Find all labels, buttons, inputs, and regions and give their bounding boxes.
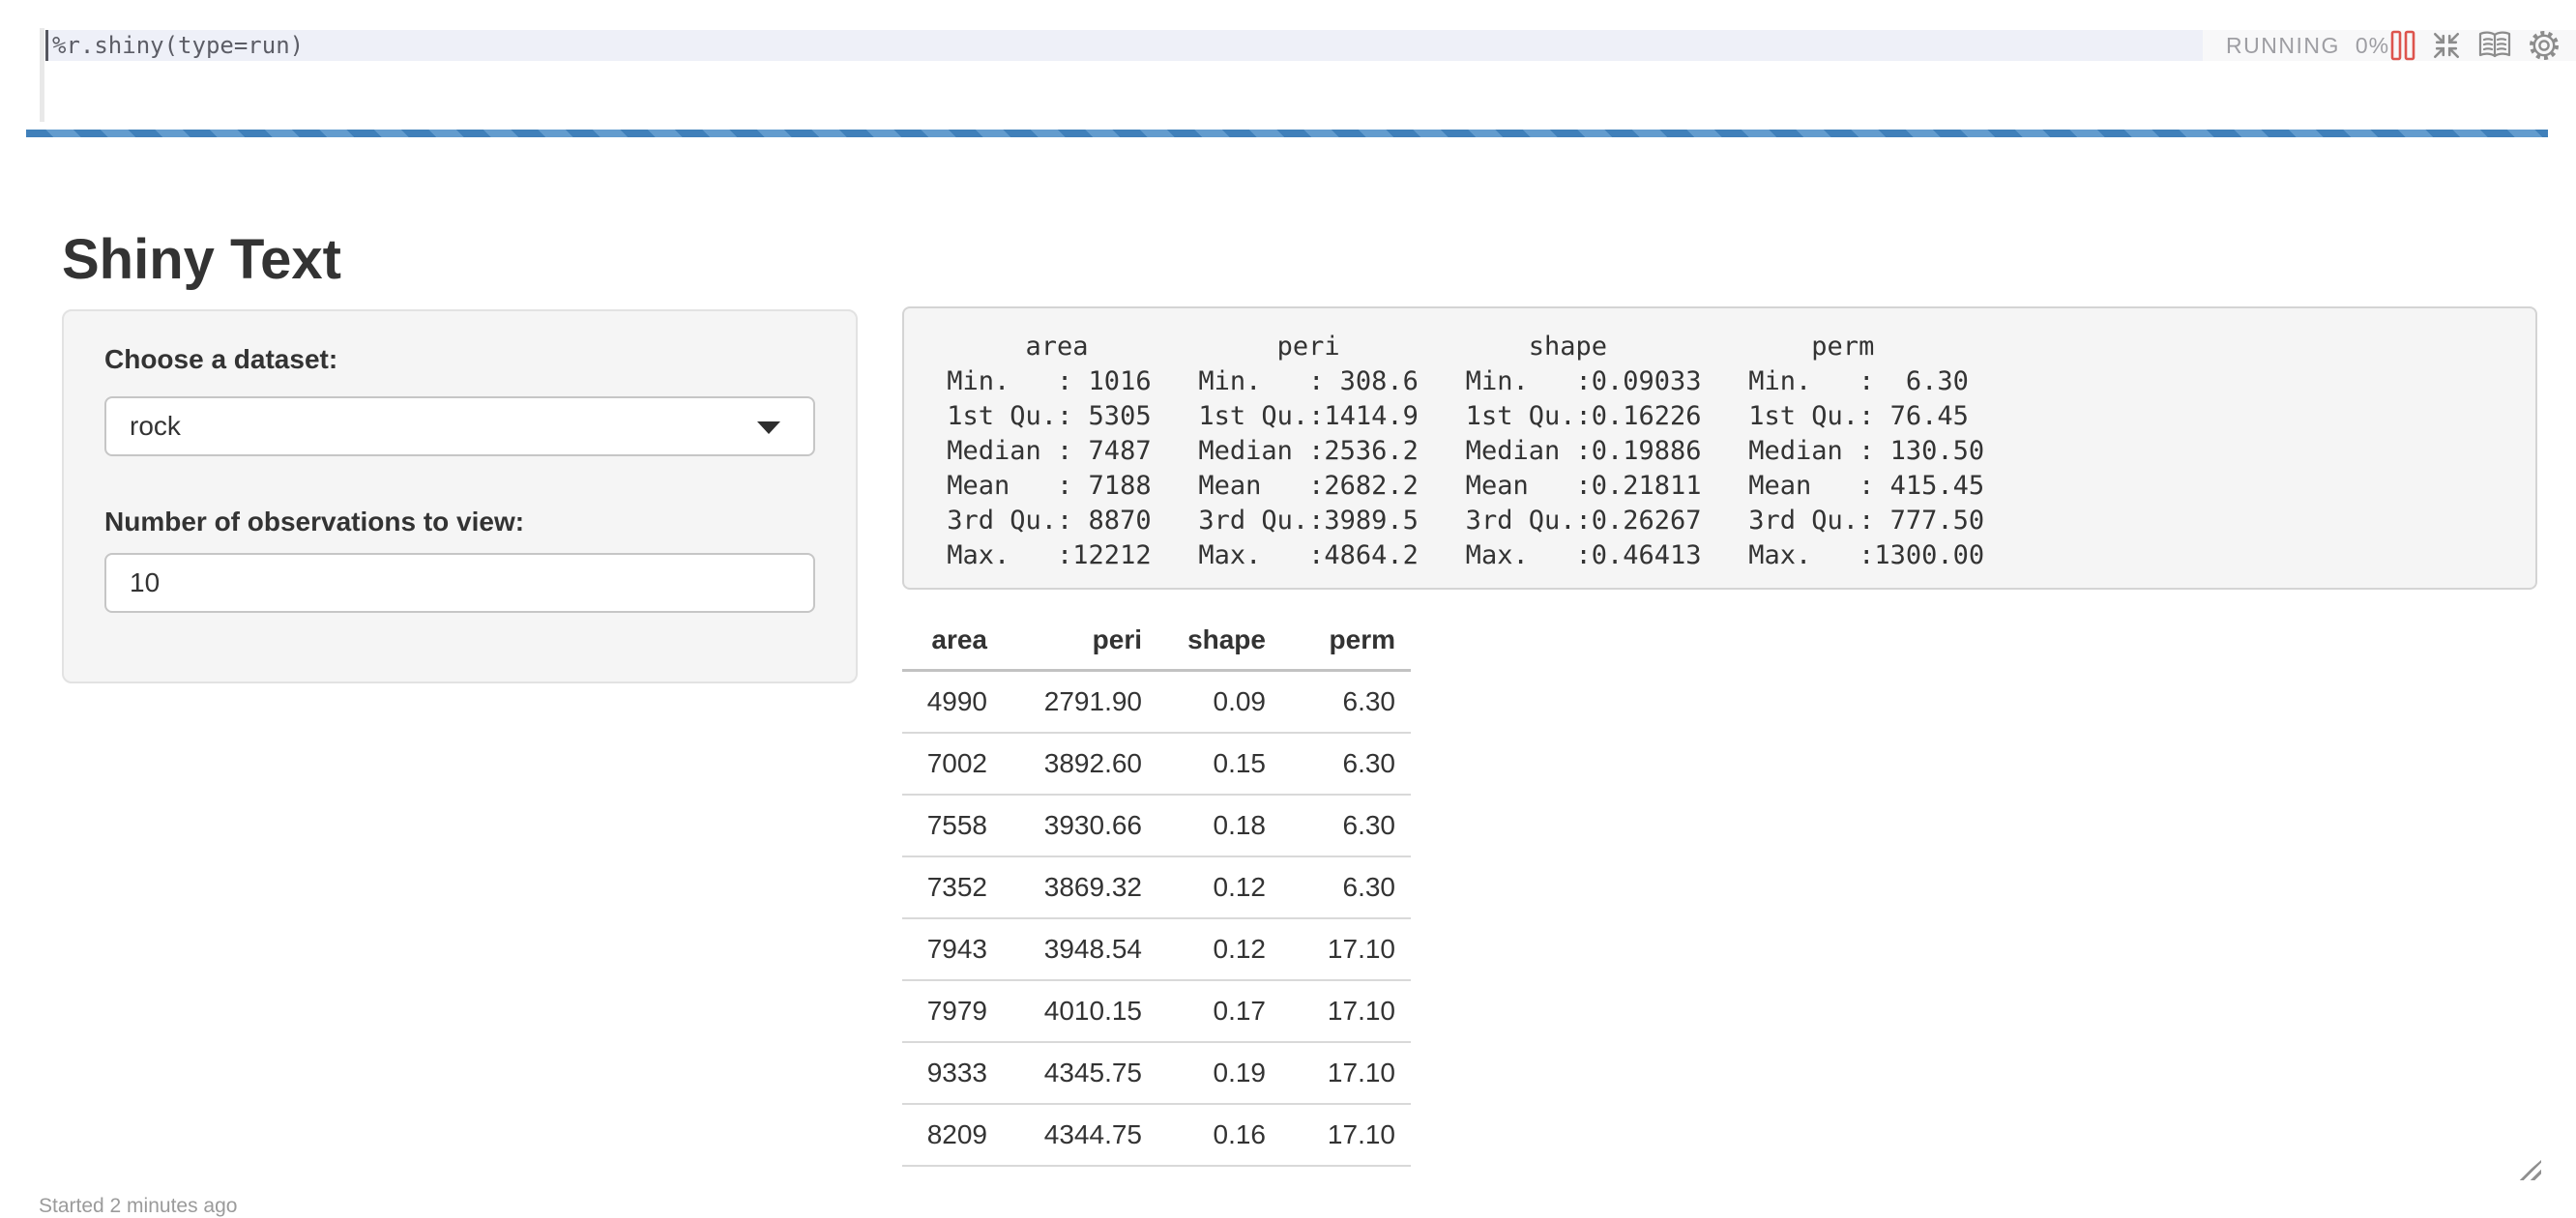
table-cell: 0.17 bbox=[1157, 980, 1281, 1043]
table-cell: 4010.15 bbox=[1003, 980, 1157, 1043]
table-body: 4990 2791.90 0.09 6.30 7002 3892.60 0.15 6.30 75… bbox=[902, 670, 1411, 1167]
table-cell: 17.10 bbox=[1281, 1104, 1411, 1167]
pause-button[interactable] bbox=[2389, 30, 2416, 61]
table-row: 7558 3930.66 0.18 6.30 bbox=[902, 795, 1411, 857]
table-cell: 7943 bbox=[902, 918, 1003, 981]
code-cell[interactable]: %r.shiny(type=run) bbox=[48, 30, 2203, 61]
table-row: 7943 3948.54 0.12 17.10 bbox=[902, 918, 1411, 981]
cell-gutter bbox=[40, 28, 44, 122]
table-cell: 8209 bbox=[902, 1104, 1003, 1167]
observations-input[interactable] bbox=[104, 553, 815, 613]
started-status: Started 2 minutes ago bbox=[39, 1195, 238, 1217]
table-cell: 3892.60 bbox=[1003, 733, 1157, 796]
table-row: 8209 4344.75 0.16 17.10 bbox=[902, 1104, 1411, 1167]
table-cell: 4345.75 bbox=[1003, 1042, 1157, 1105]
progress-percent: 0% bbox=[2355, 32, 2390, 58]
table-cell: 2791.90 bbox=[1003, 670, 1157, 734]
table-cell: 7979 bbox=[902, 980, 1003, 1043]
table-cell: 0.16 bbox=[1157, 1104, 1281, 1167]
gear-icon bbox=[2530, 31, 2560, 60]
table-cell: 6.30 bbox=[1281, 856, 1411, 919]
text-cursor-icon bbox=[45, 30, 48, 61]
open-notebook-button[interactable] bbox=[2476, 30, 2513, 61]
book-icon bbox=[2478, 31, 2511, 58]
table-cell: 0.18 bbox=[1157, 795, 1281, 857]
resize-grip-icon[interactable] bbox=[2518, 1160, 2541, 1180]
table-cell: 3869.32 bbox=[1003, 856, 1157, 919]
table-cell: 6.30 bbox=[1281, 733, 1411, 796]
table-row: 7979 4010.15 0.17 17.10 bbox=[902, 980, 1411, 1043]
dataset-select-value: rock bbox=[130, 411, 181, 441]
table-cell: 7558 bbox=[902, 795, 1003, 857]
summary-output: area peri shape perm Min. : 1016 Min. : … bbox=[947, 332, 1985, 570]
table-cell: 9333 bbox=[902, 1042, 1003, 1105]
table-cell: 6.30 bbox=[1281, 670, 1411, 734]
notebook-toolbar: RUNNING 0% bbox=[2203, 30, 2576, 61]
table-cell: 17.10 bbox=[1281, 918, 1411, 981]
compress-icon bbox=[2434, 32, 2460, 59]
chevron-down-icon bbox=[757, 421, 780, 434]
table-header-cell: perm bbox=[1281, 621, 1411, 672]
table-row: 7352 3869.32 0.12 6.30 bbox=[902, 856, 1411, 919]
page-title: Shiny Text bbox=[62, 228, 341, 291]
table-cell: 7352 bbox=[902, 856, 1003, 919]
table-cell: 0.09 bbox=[1157, 670, 1281, 734]
observations-table: area peri shape perm 4990 2791.90 0.09 6.30 700… bbox=[902, 621, 1411, 1167]
table-header-cell: shape bbox=[1157, 621, 1281, 672]
table-cell: 7002 bbox=[902, 733, 1003, 796]
shiny-busy-progress-bar bbox=[26, 130, 2548, 137]
table-cell: 0.12 bbox=[1157, 918, 1281, 981]
table-cell: 4990 bbox=[902, 670, 1003, 734]
table-cell: 4344.75 bbox=[1003, 1104, 1157, 1167]
table-header-cell: area bbox=[902, 621, 1003, 672]
table-row: 9333 4345.75 0.19 17.10 bbox=[902, 1042, 1411, 1105]
table-row: 4990 2791.90 0.09 6.30 bbox=[902, 670, 1411, 734]
status-label: RUNNING bbox=[2226, 32, 2340, 58]
table-cell: 0.19 bbox=[1157, 1042, 1281, 1105]
table-cell: 0.12 bbox=[1157, 856, 1281, 919]
table-cell: 17.10 bbox=[1281, 980, 1411, 1043]
observations-label: Number of observations to view: bbox=[104, 507, 525, 536]
sidebar-panel: Choose a dataset: rock Number of observa… bbox=[62, 309, 858, 683]
table-header-cell: peri bbox=[1003, 621, 1157, 672]
table-row: 7002 3892.60 0.15 6.30 bbox=[902, 733, 1411, 796]
collapse-output-button[interactable] bbox=[2431, 30, 2462, 61]
dataset-select[interactable]: rock bbox=[104, 396, 815, 456]
dataset-label: Choose a dataset: bbox=[104, 344, 338, 374]
table-cell: 0.15 bbox=[1157, 733, 1281, 796]
table-cell: 17.10 bbox=[1281, 1042, 1411, 1105]
toolbar-icon-group bbox=[2389, 29, 2561, 62]
table-cell: 6.30 bbox=[1281, 795, 1411, 857]
code-input[interactable]: %r.shiny(type=run) bbox=[52, 32, 305, 59]
table-cell: 3930.66 bbox=[1003, 795, 1157, 857]
table-header: area peri shape perm bbox=[902, 621, 1411, 672]
summary-output-box: area peri shape perm Min. : 1016 Min. : … bbox=[902, 306, 2537, 590]
pause-icon bbox=[2390, 30, 2415, 61]
table-cell: 3948.54 bbox=[1003, 918, 1157, 981]
settings-button[interactable] bbox=[2528, 29, 2561, 62]
